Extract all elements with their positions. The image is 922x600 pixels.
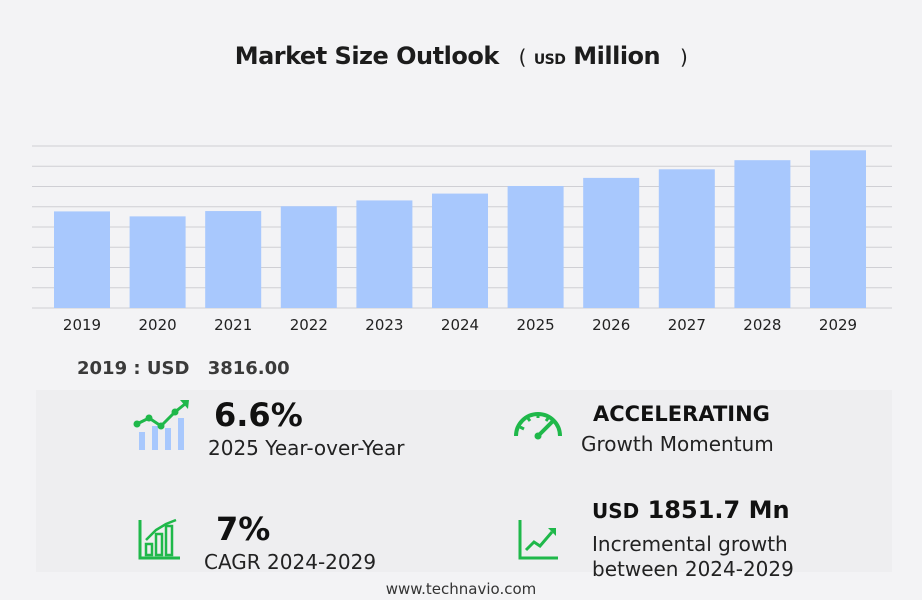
chart-title: Market Size Outlook ( USD Million ) — [0, 42, 922, 70]
x-tick-label-2028: 2028 — [743, 316, 781, 334]
cagr-value: 7% — [216, 510, 271, 548]
bar-2028 — [734, 160, 791, 308]
x-tick-label-2021: 2021 — [214, 316, 252, 334]
title-paren-open: ( — [518, 45, 527, 69]
bar-2020 — [129, 216, 186, 308]
bar-2026 — [583, 177, 640, 308]
growth-chart-icon — [133, 400, 189, 450]
x-tick-label-2025: 2025 — [517, 316, 555, 334]
x-tick-label-2027: 2027 — [668, 316, 706, 334]
cagr-label: CAGR 2024-2029 — [204, 550, 377, 574]
footer-source: www.technavio.com — [385, 580, 537, 598]
momentum-title: ACCELERATING — [593, 402, 770, 426]
bar-2024 — [432, 193, 488, 308]
title-unit: USD — [533, 52, 566, 68]
base-sep: : — [133, 358, 141, 379]
base-year: 2019 — [77, 358, 128, 379]
x-tick-label-2023: 2023 — [365, 316, 403, 334]
bar-2025 — [507, 185, 564, 308]
bar-2023 — [356, 200, 413, 308]
x-tick-label-2022: 2022 — [290, 316, 328, 334]
yoy-value: 6.6% — [214, 396, 303, 434]
bar-2021 — [205, 211, 262, 308]
title-scale: Million — [573, 42, 661, 70]
x-tick-label-2024: 2024 — [441, 316, 479, 334]
bar-2029 — [810, 150, 866, 308]
x-tick-label-2029: 2029 — [819, 316, 857, 334]
title-main: Market Size Outlook — [234, 42, 500, 70]
bar-2019 — [54, 211, 110, 308]
momentum-label: Growth Momentum — [581, 432, 774, 456]
base-value: 3816.00 — [207, 358, 290, 379]
incremental-amount: 1851.7 Mn — [647, 496, 790, 524]
incremental-label-1: Incremental growth — [592, 532, 788, 556]
x-tick-label-2019: 2019 — [63, 316, 101, 334]
bar-2027 — [658, 169, 715, 308]
yoy-label: 2025 Year-over-Year — [208, 436, 405, 460]
line-chart-icon — [518, 520, 558, 560]
bar-chart-icon — [138, 518, 180, 560]
base-year-value: 2019 : USD 3816.00 — [77, 358, 290, 379]
x-tick-label-2020: 2020 — [139, 316, 177, 334]
base-currency: USD — [146, 358, 190, 379]
title-paren-close: ) — [679, 45, 688, 69]
bar-chart: 2019 2020 2021 2022 2023 2024 2025 2026 2027 2028… — [32, 145, 892, 334]
incremental-currency: USD — [592, 499, 640, 523]
x-tick-label-2026: 2026 — [592, 316, 630, 334]
speedometer-icon — [514, 412, 562, 440]
bar-2022 — [280, 206, 337, 308]
incremental-value: USD 1851.7 Mn — [592, 496, 790, 524]
incremental-label-2: between 2024-2029 — [592, 557, 794, 581]
